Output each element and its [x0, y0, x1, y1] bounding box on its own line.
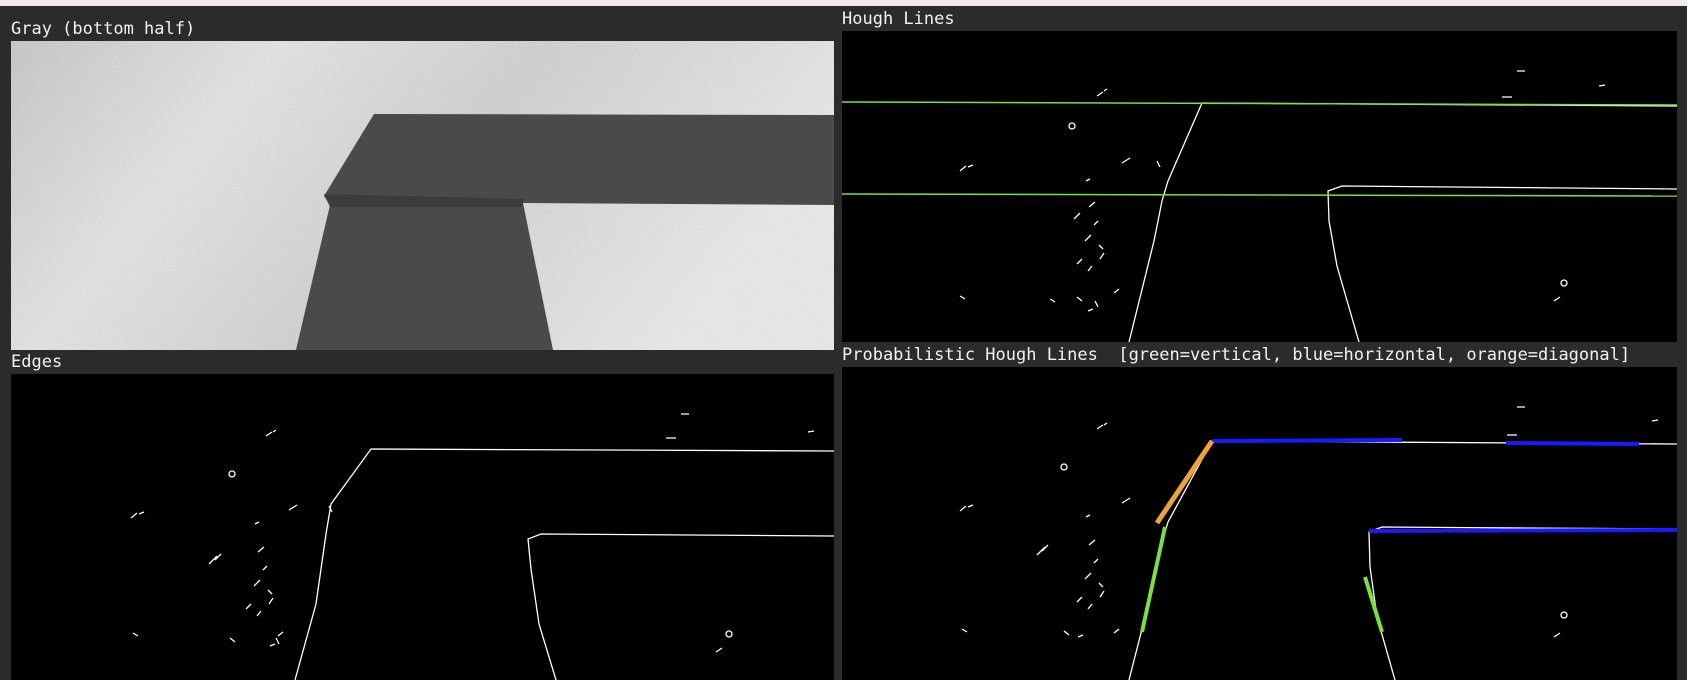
hough-lines-image — [842, 70, 1677, 342]
prob-line-horizontal-bottom — [1368, 528, 1677, 533]
prob-hough-panel-title: Probabilistic Hough Lines [green=vertica… — [842, 345, 1631, 365]
gray-image — [11, 41, 834, 350]
gray-image-pane — [11, 41, 834, 350]
prob-line-diagonal — [1154, 439, 1215, 525]
prob-edge-contour-right — [1368, 526, 1677, 680]
dark-tape-shape — [296, 114, 834, 350]
hough-line-horizontal-1 — [842, 101, 1677, 106]
edges-pane — [11, 374, 834, 680]
prob-line-horizontal-top-1 — [1211, 438, 1403, 443]
edges-fragments — [130, 413, 815, 653]
prob-hough-pane — [842, 367, 1677, 680]
prob-edge-contour-left — [1128, 440, 1677, 680]
hough-lines-pane — [842, 31, 1677, 342]
gray-panel-title: Gray (bottom half) — [11, 19, 196, 39]
edge-fragments — [959, 70, 1606, 312]
edges-contour-left — [294, 448, 834, 680]
tape-shadow-edge — [324, 194, 523, 207]
edges-panel-title: Edges — [11, 352, 63, 372]
prob-line-horizontal-top-2 — [1505, 441, 1640, 446]
edges-contour-right — [527, 533, 834, 680]
prob-line-vertical-left — [1140, 526, 1167, 633]
edge-contour-left — [1128, 102, 1677, 342]
edge-contour-right — [1327, 185, 1677, 342]
hough-panel-title: Hough Lines — [842, 9, 955, 29]
prob-line-vertical-right — [1363, 576, 1384, 633]
top-border-strip — [0, 0, 1687, 6]
edges-image — [130, 413, 834, 680]
hough-line-horizontal-2 — [842, 193, 1677, 197]
prob-hough-image — [959, 406, 1677, 680]
prob-edge-fragments — [959, 406, 1659, 638]
